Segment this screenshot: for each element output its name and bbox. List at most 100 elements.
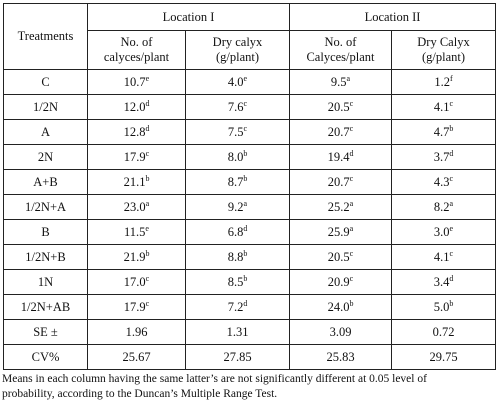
significance-letter: c [145, 148, 150, 158]
cell-value: 8.7 [227, 174, 244, 189]
significance-letter: b [349, 298, 354, 308]
cell-value: 4.3 [433, 174, 450, 189]
value-cell: 9.2a [185, 194, 290, 220]
subcolumn-header-row: No. of calyces/plant Dry calyx (g/plant) N… [4, 30, 497, 70]
significance-letter: d [243, 298, 248, 308]
significance-letter: c [349, 273, 354, 283]
table-footnote: Means in each column having the same lat… [2, 372, 496, 402]
header-line: (g/plant) [421, 50, 466, 64]
value-cell: 7.6c [185, 94, 290, 120]
cell-value: 20.5 [327, 249, 350, 264]
significance-letter: c [349, 98, 354, 108]
significance-letter: b [243, 148, 248, 158]
value-cell: 21.1b [87, 169, 186, 195]
table-row: A 12.8d 7.5c 20.7c 4.7b [3, 119, 497, 145]
results-table: Treatments Location I Location II No. of… [3, 3, 497, 370]
footnote-line-1: Means in each column having the same lat… [2, 373, 427, 385]
significance-letter: a [449, 198, 454, 208]
value-cell: 12.0d [87, 94, 186, 120]
header-line: Calyces/plant [306, 50, 375, 64]
value-cell: 4.1c [390, 244, 497, 270]
significance-letter: a [349, 223, 354, 233]
significance-letter: d [145, 123, 150, 133]
treatments-header: Treatments [3, 3, 88, 70]
treatment-cell: 1/2N+A [3, 194, 88, 220]
significance-letter: c [145, 298, 150, 308]
value-cell: 3.0e [390, 219, 497, 245]
value-cell: 11.5e [87, 219, 186, 245]
value-cell: 25.2a [289, 194, 392, 220]
table-row: A+B 21.1b 8.7b 20.7c 4.3c [3, 169, 497, 195]
loc1-dry-calyx-header: Dry calyx (g/plant) [185, 30, 290, 70]
loc2-calyces-header: No. of Calyces/plant [289, 30, 392, 70]
significance-letter: b [145, 248, 150, 258]
significance-letter: c [449, 98, 454, 108]
significance-letter: a [349, 198, 354, 208]
significance-letter: b [449, 123, 454, 133]
table-row: 2N 17.9c 8.0b 19.4d 3.7d [3, 144, 497, 170]
value-cell: 8.0b [185, 144, 290, 170]
value-cell: 23.0a [87, 194, 186, 220]
cell-value: 7.6 [227, 99, 244, 114]
value-cell: 4.1c [390, 94, 497, 120]
value-cell: 29.75 [390, 344, 497, 370]
treatment-cell: A [3, 119, 88, 145]
treatment-cell: B [3, 219, 88, 245]
value-cell: 20.5c [289, 244, 392, 270]
significance-letter: c [349, 173, 354, 183]
value-cell: 5.0b [390, 294, 497, 320]
significance-letter: b [449, 298, 454, 308]
significance-letter: c [449, 173, 454, 183]
cell-value: 9.2 [227, 199, 244, 214]
cell-value: 11.5 [124, 224, 146, 239]
value-cell: 4.7b [390, 119, 497, 145]
cell-value: 1.31 [226, 324, 249, 339]
cell-value: 8.8 [227, 249, 244, 264]
table-row: 1/2N+A 23.0a 9.2a 25.2a 8.2a [3, 194, 497, 220]
value-cell: 4.3c [390, 169, 497, 195]
cell-value: 29.75 [429, 349, 458, 364]
footnote-line-2: probability, according to the Duncan’s M… [2, 388, 278, 400]
cell-value: 12.0 [123, 99, 146, 114]
cell-value: 6.8 [227, 224, 244, 239]
value-cell: 17.0c [87, 269, 186, 295]
table-row: B 11.5e 6.8d 25.9a 3.0e [3, 219, 497, 245]
cell-value: 8.0 [227, 149, 244, 164]
treatment-cell: CV% [3, 344, 88, 370]
cell-value: 25.9 [327, 224, 350, 239]
loc1-calyces-header: No. of calyces/plant [87, 30, 186, 70]
value-cell: 12.8d [87, 119, 186, 145]
cell-value: 17.9 [123, 149, 146, 164]
cell-value: 19.4 [327, 149, 350, 164]
header-line: Dry calyx [212, 35, 263, 49]
significance-letter: e [145, 73, 150, 83]
value-cell: 1.31 [185, 319, 290, 345]
cell-value: 8.5 [227, 274, 244, 289]
value-cell: 19.4d [289, 144, 392, 170]
value-cell: 3.7d [390, 144, 497, 170]
value-cell: 3.09 [289, 319, 392, 345]
cell-value: 0.72 [432, 324, 455, 339]
significance-letter: c [449, 248, 454, 258]
value-cell: 10.7e [87, 69, 186, 95]
value-cell: 25.9a [289, 219, 392, 245]
significance-letter: e [145, 223, 149, 233]
cell-value: 25.67 [122, 349, 151, 364]
value-cell: 4.0e [185, 69, 290, 95]
cell-value: 3.4 [433, 274, 450, 289]
value-cell: 7.5c [185, 119, 290, 145]
value-cell: 21.9b [87, 244, 186, 270]
value-cell: 27.85 [185, 344, 290, 370]
header-line: calyces/plant [103, 50, 170, 64]
cell-value: 4.1 [433, 99, 450, 114]
header-line: Dry Calyx [417, 35, 470, 49]
value-cell: 17.9c [87, 144, 186, 170]
value-cell: 20.7c [289, 169, 392, 195]
value-cell: 1.96 [87, 319, 186, 345]
header-line: No. of [120, 35, 153, 49]
table-row: SE ± 1.96 1.31 3.09 0.72 [3, 319, 497, 345]
cell-value: 20.7 [327, 174, 350, 189]
value-cell: 25.83 [289, 344, 392, 370]
cell-value: 9.5 [330, 74, 347, 89]
significance-letter: c [243, 123, 248, 133]
